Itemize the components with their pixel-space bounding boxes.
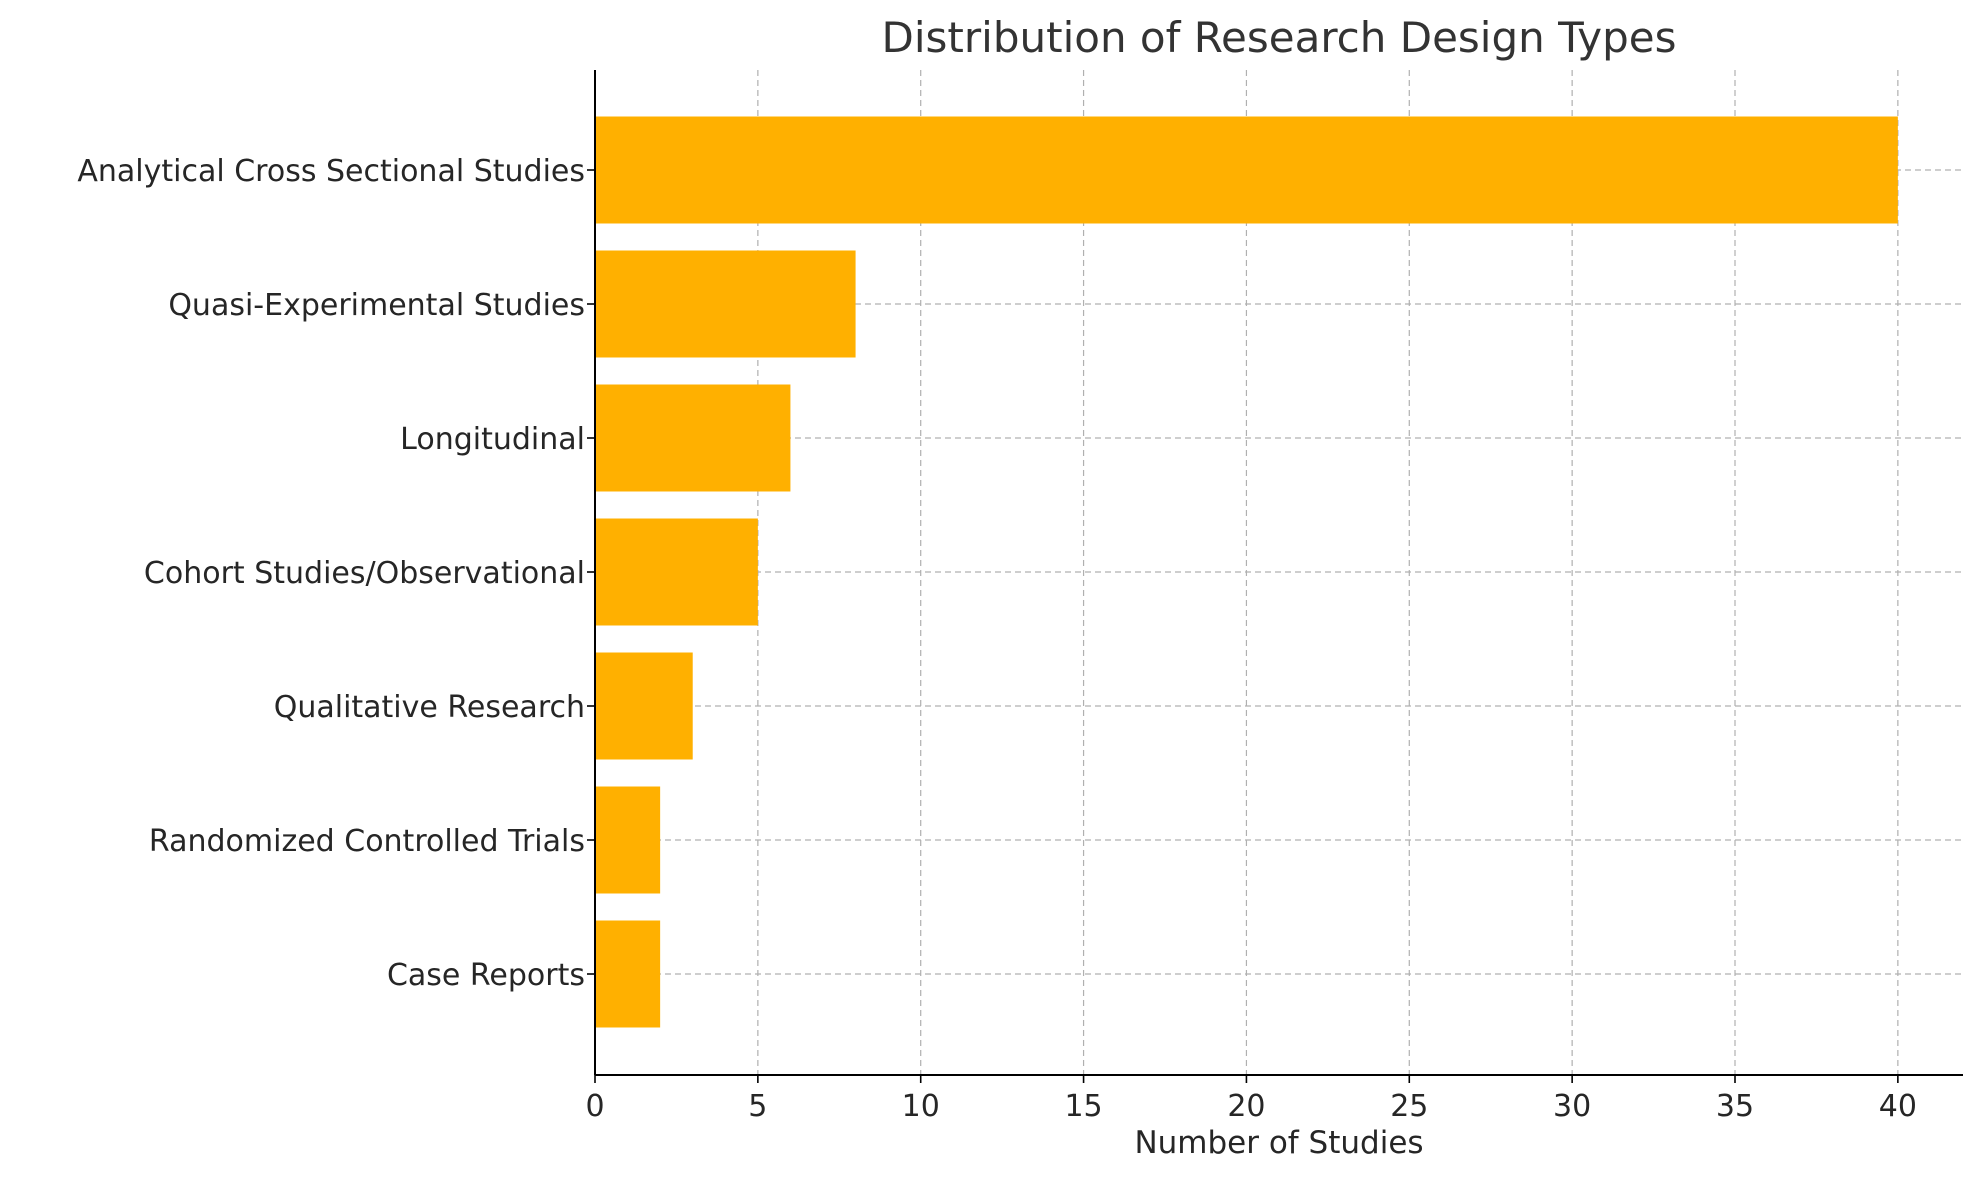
x-axis-ticks: 0 5 10 15 20 25 30 35 40 — [585, 1075, 1917, 1124]
x-tick-label: 25 — [1390, 1089, 1428, 1124]
x-tick-label: 0 — [585, 1089, 604, 1124]
bar-analytical-cross-sectional-studies — [595, 116, 1898, 224]
x-tick-label: 20 — [1227, 1089, 1265, 1124]
y-axis-ticks: Analytical Cross Sectional Studies Quasi-… — [77, 154, 595, 993]
y-tick-label: Cohort Studies/Observational — [144, 556, 585, 591]
bar-cohort-studies-observational — [595, 518, 758, 626]
x-tick-label: 30 — [1553, 1089, 1591, 1124]
bar-case-reports — [595, 920, 661, 1028]
x-tick-label: 40 — [1879, 1089, 1917, 1124]
y-tick-label: Quasi-Experimental Studies — [168, 288, 585, 323]
bar-qualitative-research — [595, 652, 693, 760]
y-tick-label: Longitudinal — [400, 422, 585, 457]
y-tick-label: Randomized Controlled Trials — [149, 824, 585, 859]
x-tick-label: 10 — [902, 1089, 940, 1124]
chart-title: Distribution of Research Design Types — [882, 13, 1677, 62]
y-tick-label: Analytical Cross Sectional Studies — [77, 154, 585, 189]
bar-longitudinal — [595, 384, 791, 492]
x-tick-label: 5 — [748, 1089, 767, 1124]
y-tick-label: Case Reports — [387, 958, 585, 993]
x-tick-label: 15 — [1064, 1089, 1102, 1124]
x-tick-label: 35 — [1716, 1089, 1754, 1124]
bar-quasi-experimental-studies — [595, 250, 856, 358]
y-tick-label: Qualitative Research — [274, 690, 585, 725]
x-axis-title: Number of Studies — [1134, 1125, 1423, 1161]
bar-randomized-controlled-trials — [595, 786, 661, 894]
bars — [595, 116, 1898, 1028]
